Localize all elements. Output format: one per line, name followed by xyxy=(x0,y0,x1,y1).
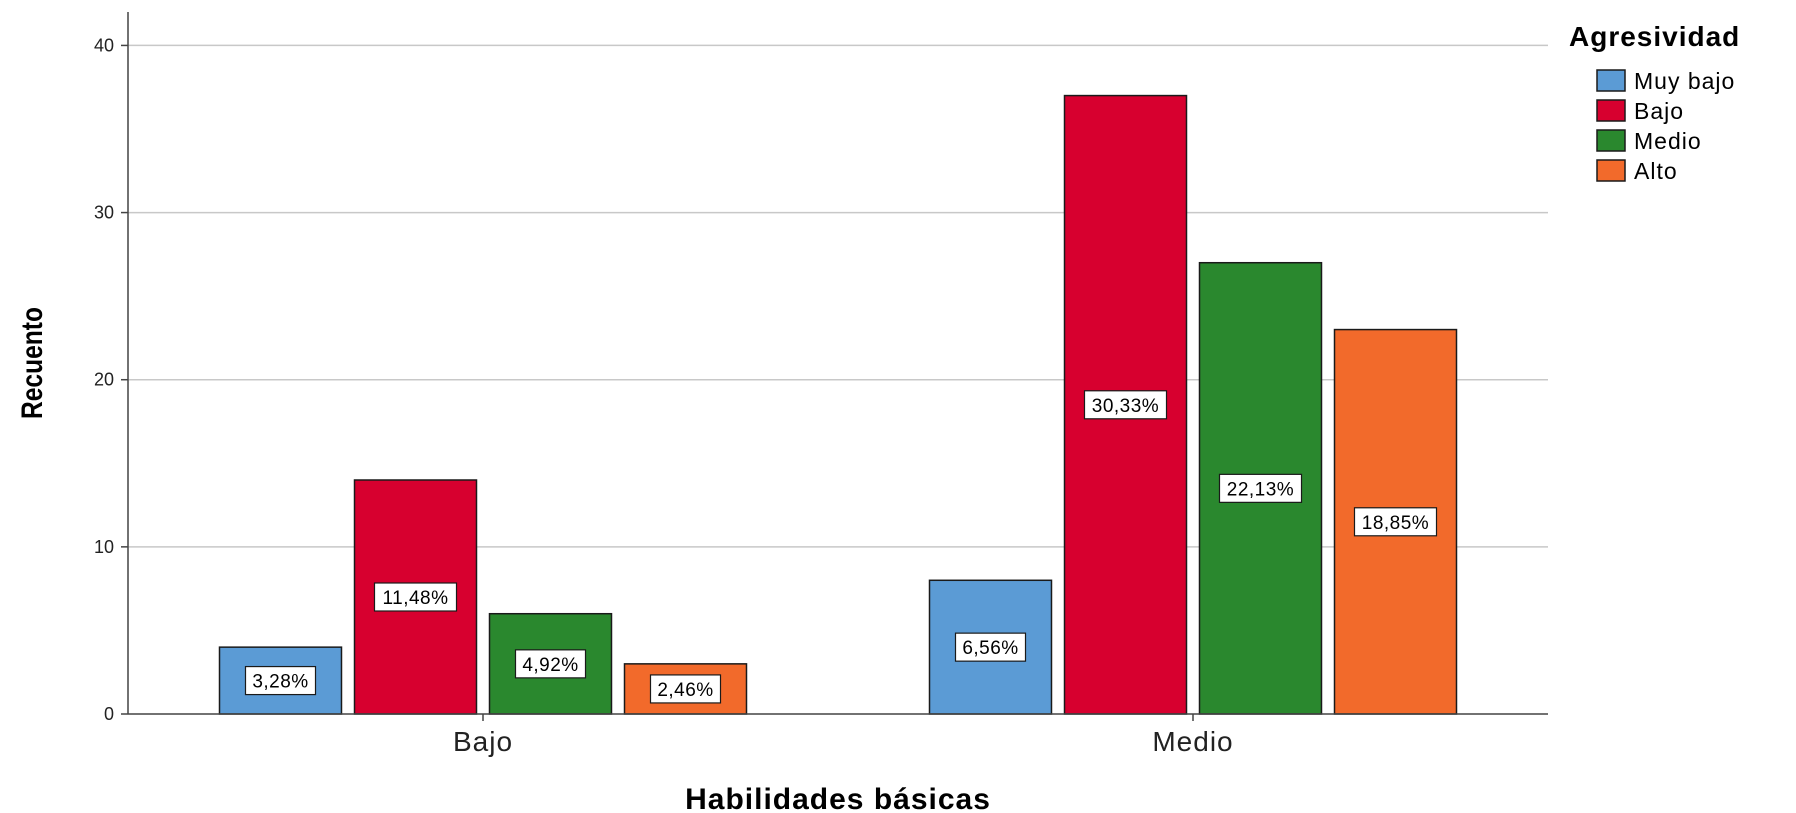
legend-swatch xyxy=(1596,159,1626,182)
data-label-text: 2,46% xyxy=(657,680,713,701)
data-label: 2,46% xyxy=(649,674,722,704)
data-label-text: 4,92% xyxy=(522,655,578,676)
data-label-box xyxy=(1083,390,1168,420)
legend: Agresividad Muy bajo Bajo Medio Alto xyxy=(1569,21,1740,184)
y-tick-label: 30 xyxy=(94,203,114,223)
data-label-box xyxy=(954,632,1027,662)
y-axis-ticks: 0 10 20 30 40 xyxy=(94,35,128,724)
legend-title: Agresividad xyxy=(1569,21,1740,52)
data-label-text: 11,48% xyxy=(382,588,448,609)
data-label-text: 30,33% xyxy=(1092,396,1159,417)
data-label-box xyxy=(373,582,458,612)
legend-label: Bajo xyxy=(1634,98,1684,124)
data-label-text: 22,13% xyxy=(1227,479,1294,500)
y-axis-title: Recuento xyxy=(15,307,49,419)
legend-swatch xyxy=(1596,69,1626,92)
data-label: 11,48% xyxy=(373,582,458,612)
y-tick-label: 20 xyxy=(94,370,114,390)
legend-items: Muy bajo Bajo Medio Alto xyxy=(1596,68,1735,184)
data-label: 22,13% xyxy=(1218,473,1303,503)
data-label-text: 18,85% xyxy=(1362,513,1429,534)
x-category-label: Bajo xyxy=(453,726,513,757)
legend-label: Medio xyxy=(1634,128,1702,154)
x-axis-categories: Bajo Medio xyxy=(453,714,1233,757)
data-label: 6,56% xyxy=(954,632,1027,662)
legend-swatch xyxy=(1596,99,1626,122)
data-label-box xyxy=(514,649,587,679)
bars xyxy=(218,94,1458,715)
data-labels: 3,28% 11,48% 4,92% 2,46% 6,56% 30,33% 22,13% 18… xyxy=(244,390,1438,704)
data-label-box xyxy=(649,674,722,704)
x-axis-title: Habilidades básicas xyxy=(685,783,991,813)
data-label: 3,28% xyxy=(244,665,317,696)
data-label: 30,33% xyxy=(1083,390,1168,420)
data-label-text: 6,56% xyxy=(962,638,1018,659)
data-label: 18,85% xyxy=(1353,507,1438,537)
data-label: 4,92% xyxy=(514,649,587,679)
y-tick-label: 40 xyxy=(94,35,114,55)
legend-label: Muy bajo xyxy=(1634,68,1735,94)
y-tick-label: 10 xyxy=(94,537,114,557)
y-tick-label: 0 xyxy=(104,704,114,724)
data-label-box xyxy=(1353,507,1438,537)
data-label-text: 3,28% xyxy=(252,672,308,693)
data-label-box xyxy=(244,665,317,696)
legend-swatch xyxy=(1596,129,1626,152)
legend-label: Alto xyxy=(1634,158,1678,184)
x-category-label: Medio xyxy=(1152,726,1233,757)
bar-muy-bajo-bajo xyxy=(218,646,343,715)
data-label-box xyxy=(1218,473,1303,503)
